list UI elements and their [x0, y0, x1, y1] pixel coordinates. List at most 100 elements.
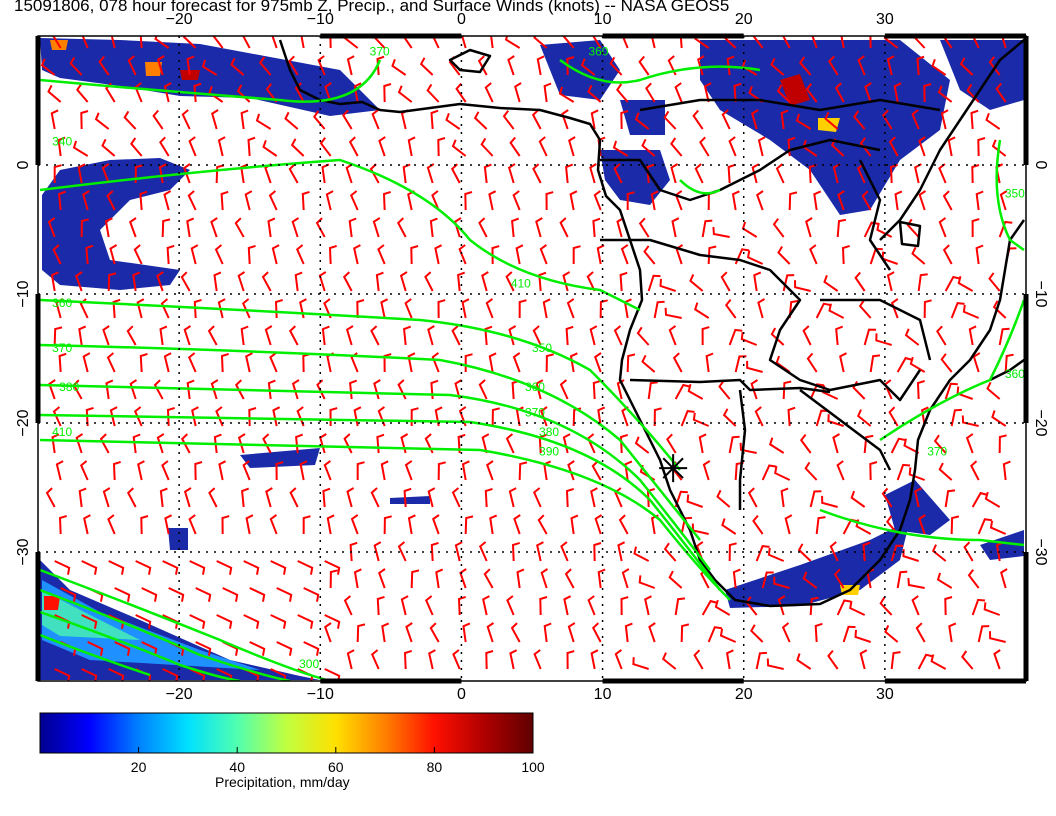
wind-barb [249, 587, 266, 602]
wind-barb [621, 568, 630, 589]
wind-barb [156, 433, 165, 454]
wind-barb [429, 622, 440, 643]
wind-barb [849, 601, 866, 616]
wind-barb [505, 271, 515, 292]
wind-barb [805, 217, 813, 238]
wind-barb [988, 272, 1001, 292]
wind-barb [1000, 568, 1008, 589]
wind-barb [247, 136, 256, 157]
wind-barb [915, 622, 926, 643]
wind-barb [663, 110, 677, 130]
wind-barb [998, 327, 1010, 346]
colorbar-tick-label: 100 [521, 759, 545, 775]
wind-barb [650, 36, 656, 49]
wind-barb [140, 515, 149, 535]
wind-barb [488, 190, 497, 211]
wind-barb [267, 379, 276, 400]
wind-barb [995, 82, 1007, 103]
wind-barb [230, 57, 245, 76]
wind-barb [486, 622, 495, 643]
wind-barb [473, 111, 488, 130]
wind-barb [248, 407, 257, 427]
wind-barb [57, 136, 66, 157]
wind-barb [647, 274, 661, 292]
wind-barb [757, 136, 766, 157]
wind-barb [377, 244, 386, 265]
wind-barb [504, 36, 521, 49]
wind-barb [85, 406, 94, 427]
precip-area [42, 590, 140, 640]
lon-tick-label-top: −20 [166, 11, 193, 28]
wind-barb [533, 36, 548, 49]
wind-barb [811, 36, 818, 49]
wind-barb [799, 56, 812, 76]
wind-barb [619, 433, 628, 454]
wind-barb [753, 271, 762, 292]
wind-barb [114, 587, 131, 602]
wind-barb [325, 190, 334, 211]
wind-barb [370, 325, 380, 346]
wind-barb [349, 190, 359, 211]
wind-barb [407, 352, 416, 373]
wind-barb [975, 244, 984, 265]
wind-barb [510, 622, 521, 643]
wind-barb [545, 353, 554, 373]
wind-barb [863, 221, 879, 238]
wind-barb [975, 190, 984, 211]
wind-barb [77, 163, 86, 184]
wind-barb [255, 113, 272, 130]
wind-barb [699, 136, 710, 157]
wind-barb [536, 541, 544, 562]
wind-barb [784, 514, 793, 535]
wind-barb [81, 36, 89, 49]
wind-barb [562, 271, 571, 292]
wind-barb [565, 163, 574, 184]
coastline-east-africa [879, 39, 1025, 241]
wind-barb [797, 543, 812, 562]
lon-tick-label-bottom: 20 [735, 686, 753, 703]
wind-barb [920, 406, 929, 427]
wind-barb [404, 460, 413, 481]
wind-barb [761, 571, 774, 589]
wind-barb [692, 109, 704, 130]
wind-barb [834, 82, 845, 103]
wind-barb [772, 218, 785, 238]
wind-barb [161, 218, 171, 238]
wind-barb [183, 487, 192, 508]
wind-barb [732, 568, 741, 589]
precip-area [40, 38, 380, 116]
wind-barb [890, 651, 901, 670]
wind-barb [348, 136, 359, 157]
wind-barb [961, 650, 974, 670]
wind-barb [944, 382, 958, 400]
wind-barb [53, 164, 62, 184]
wind-barb [419, 57, 434, 76]
wind-barb [267, 217, 276, 238]
wind-barb [403, 325, 412, 346]
wind-barb [886, 515, 899, 535]
wind-barb [983, 602, 1001, 616]
wind-barb [632, 657, 649, 670]
country-border [738, 389, 747, 510]
contour-label: 350 [532, 341, 552, 355]
wind-barb [653, 407, 662, 427]
wind-barb [908, 467, 926, 481]
wind-barb [722, 408, 737, 427]
wind-barb [317, 55, 326, 76]
wind-barb [869, 36, 872, 49]
wind-barb [190, 244, 199, 265]
wind-barb [689, 273, 704, 292]
wind-barb [54, 560, 71, 575]
wind-barb [777, 245, 791, 265]
wind-barb [101, 138, 116, 157]
wind-barb [242, 36, 251, 49]
wind-barb [342, 271, 353, 292]
wind-barb [989, 631, 1006, 643]
wind-barb [648, 622, 656, 643]
wind-barb [570, 514, 579, 535]
wind-barb [909, 356, 926, 373]
wind-barb [911, 595, 920, 616]
wind-barb [87, 641, 104, 656]
wind-barb [243, 614, 260, 629]
wind-barb [882, 109, 893, 130]
